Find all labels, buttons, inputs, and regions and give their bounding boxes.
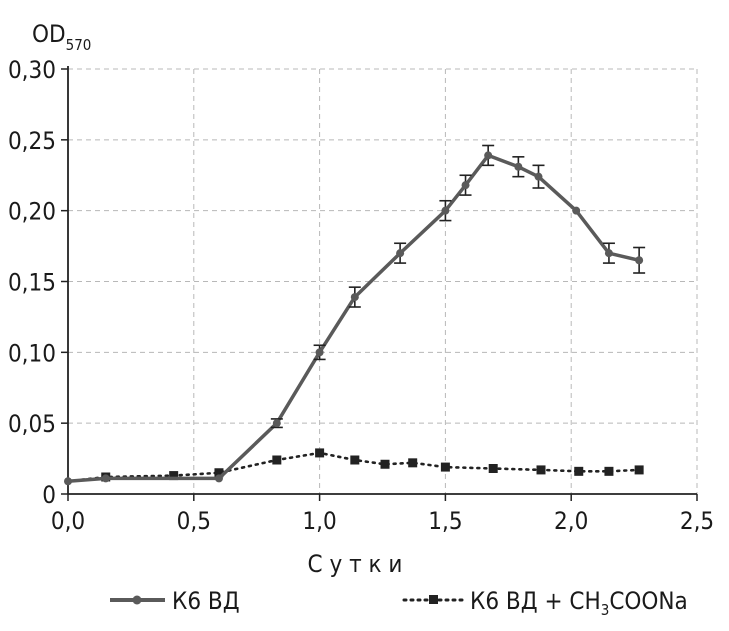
y-tick-label: 0,20 (8, 198, 56, 226)
legend: К6 ВД К6 ВД + CH3COONa (110, 587, 688, 619)
y-tick-labels: 0 0,05 0,10 0,15 0,20 0,25 0,30 (8, 56, 56, 509)
legend-label-series-2: К6 ВД + CH3COONa (470, 587, 688, 619)
x-tick-label: 1,5 (428, 507, 462, 535)
y-tick-label: 0,25 (8, 127, 56, 155)
series-2-point (408, 458, 418, 468)
series-2-point (440, 462, 450, 472)
series-2-point (634, 465, 644, 475)
series-1-point (484, 151, 493, 160)
series-1-point (396, 249, 405, 258)
series-1-point (64, 477, 72, 486)
x-tick-label: 2,5 (680, 507, 714, 535)
series-1-point (604, 249, 613, 258)
series-1-point (315, 348, 324, 357)
series-1-point (101, 474, 110, 483)
legend-marker-series-1 (132, 595, 142, 605)
legend-label-series-1: К6 ВД (172, 587, 240, 615)
series-1-point (272, 419, 281, 428)
y-axis-title: OD570 (32, 20, 91, 54)
series-1-point (572, 206, 581, 215)
grid-lines (68, 68, 698, 494)
series-2-point (380, 459, 390, 469)
x-tick-label: 1,0 (302, 507, 336, 535)
x-axis-title: С у т к и (308, 550, 403, 578)
y-tick-label: 0 (42, 481, 56, 509)
series-2-point (214, 468, 224, 478)
y-tick-label: 0,15 (8, 269, 56, 297)
series-1-point (514, 162, 523, 171)
series-2-point (604, 466, 614, 476)
series-1-point (461, 181, 470, 190)
series-2-point (488, 464, 498, 473)
y-tick-label: 0,30 (8, 56, 56, 84)
axes (61, 66, 698, 501)
series-2-point (350, 455, 360, 465)
series-1-point (350, 293, 359, 302)
series-layer (64, 144, 646, 486)
series-1-point (534, 172, 543, 181)
series-2-point (272, 455, 282, 465)
series-2-point (315, 448, 325, 458)
series-1-line (67, 153, 640, 484)
series-1-point (635, 256, 644, 265)
x-tick-label: 0,0 (51, 507, 85, 535)
series-1-point (441, 206, 450, 215)
legend-marker-series-2 (429, 595, 438, 604)
series-2-point (536, 465, 546, 475)
y-tick-label: 0,05 (8, 410, 56, 438)
series-1-point (214, 474, 223, 483)
series-2-point (169, 471, 179, 481)
x-tick-label: 2,0 (554, 507, 588, 535)
y-tick-label: 0,10 (8, 339, 56, 367)
x-tick-label: 0,5 (177, 507, 211, 535)
x-tick-labels: 0,0 0,5 1,0 1,5 2,0 2,5 (51, 507, 714, 535)
series-2-point (574, 466, 584, 476)
series-2-line (66, 451, 641, 483)
